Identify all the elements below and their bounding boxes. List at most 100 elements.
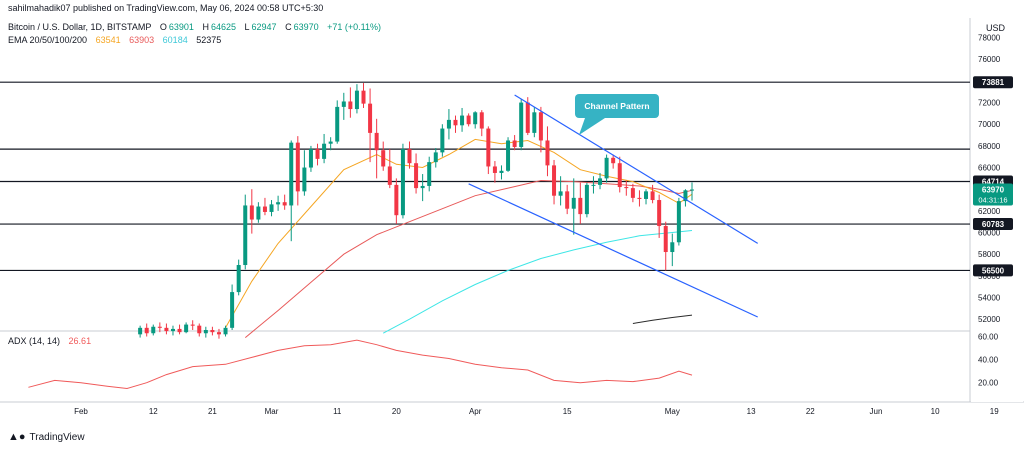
candle-body (611, 157, 616, 164)
candle-body (230, 292, 235, 328)
candle-body (308, 149, 313, 168)
candle-body (532, 112, 537, 133)
channel-lower-line (468, 183, 758, 318)
symbol-name: Bitcoin / U.S. Dollar, 1D, BITSTAMP (8, 22, 152, 32)
time-tick-label: 22 (806, 407, 815, 416)
candle-body (604, 157, 609, 179)
level-price-tag-text: 73881 (982, 78, 1005, 87)
candle-body (506, 140, 511, 171)
annotation-box (575, 94, 659, 118)
candle-body (630, 188, 635, 198)
candle-body (249, 205, 254, 220)
candle-body (624, 187, 629, 189)
candle-body (394, 184, 399, 216)
close-label: C (285, 22, 292, 32)
candle-body (598, 178, 603, 185)
current-price-text: 63970 (982, 186, 1005, 195)
candle-body (282, 202, 287, 206)
candle-body (492, 166, 497, 173)
price-tick-label: 70000 (978, 120, 1001, 129)
candle-body (486, 128, 491, 167)
adx-legend[interactable]: ADX (14, 14) 26.61 (8, 336, 97, 346)
annotation-text: Channel Pattern (584, 101, 649, 111)
annotation-pointer (579, 118, 605, 135)
candle-body (571, 197, 576, 209)
ema-legend[interactable]: EMA 20/50/100/200 63541 63903 60184 5237… (8, 35, 227, 45)
published-caption: sahilmahadik07 published on TradingView.… (8, 3, 329, 13)
level-price-tag-text: 60783 (982, 220, 1005, 229)
candle-body (676, 201, 681, 243)
candle-body (354, 90, 359, 110)
ema100-value: 60184 (162, 35, 188, 45)
low-label: L (244, 22, 250, 32)
candle-body (223, 327, 228, 335)
candle-body (328, 141, 333, 144)
time-tick-label: 12 (149, 407, 158, 416)
current-price-tag (973, 183, 1013, 206)
price-tick-label: 78000 (978, 34, 1001, 43)
time-tick-label: 19 (990, 407, 999, 416)
adx-tick-label: 40.00 (978, 356, 999, 365)
ema20-line (225, 138, 693, 329)
close-value: 63970 (293, 22, 319, 32)
adx-tick-label: 60.00 (978, 333, 999, 342)
price-tick-label: 72000 (978, 99, 1001, 108)
candle-body (348, 101, 353, 110)
change-value: +71 (+0.11%) (327, 22, 381, 32)
candle-body (519, 102, 524, 147)
time-tick-label: Apr (469, 407, 482, 416)
channel-upper-line (514, 94, 759, 244)
price-tick-label: 76000 (978, 55, 1001, 64)
time-tick-label: Mar (265, 407, 279, 416)
currency-label[interactable]: USD (985, 23, 1005, 33)
candle-body (440, 128, 445, 153)
tradingview-logo-icon: ▲● (8, 431, 26, 443)
open-value: 63901 (168, 22, 194, 32)
candle-body (473, 112, 478, 125)
candle-body (637, 197, 642, 199)
price-tick-label: 52000 (978, 315, 1001, 324)
candle-body (400, 149, 405, 216)
ema20-value: 63541 (95, 35, 121, 45)
candle-body (341, 101, 346, 107)
candle-body (361, 90, 366, 104)
candle-body (617, 163, 622, 188)
candle-body (479, 112, 484, 129)
candle-body (578, 197, 583, 215)
candle-body (210, 330, 215, 333)
candle-body (453, 119, 458, 126)
candle-body (420, 185, 425, 189)
time-tick-label: 21 (208, 407, 217, 416)
candle-body (295, 142, 300, 192)
candle-body (683, 190, 688, 202)
candle-body (433, 152, 438, 163)
time-tick-label: 15 (563, 407, 572, 416)
time-tick-label: Feb (74, 407, 88, 416)
ema200-line (632, 314, 693, 324)
time-tick-label: May (665, 407, 680, 416)
candle-body (644, 191, 649, 199)
ema50-value: 63903 (129, 35, 155, 45)
candle-body (170, 328, 175, 332)
high-label: H (202, 22, 209, 32)
tradingview-brand[interactable]: ▲● TradingView (8, 431, 85, 443)
ema50-line (244, 179, 693, 338)
candle-body (538, 112, 543, 141)
candle-body (368, 103, 373, 133)
candle-body (552, 165, 557, 196)
candle-body (427, 162, 432, 186)
candle-body (216, 332, 221, 335)
high-value: 64625 (210, 22, 236, 32)
candle-body (177, 328, 182, 333)
candle-body (565, 191, 570, 209)
adx-line (28, 339, 693, 390)
bar-countdown-text: 04:31:16 (978, 196, 1007, 205)
candle-body (236, 265, 241, 293)
candle-body (197, 325, 202, 334)
candle-body (545, 140, 550, 166)
candle-body (657, 200, 662, 227)
symbol-legend[interactable]: Bitcoin / U.S. Dollar, 1D, BITSTAMP O 639… (8, 22, 387, 32)
adx-label: ADX (14, 14) (8, 336, 61, 346)
